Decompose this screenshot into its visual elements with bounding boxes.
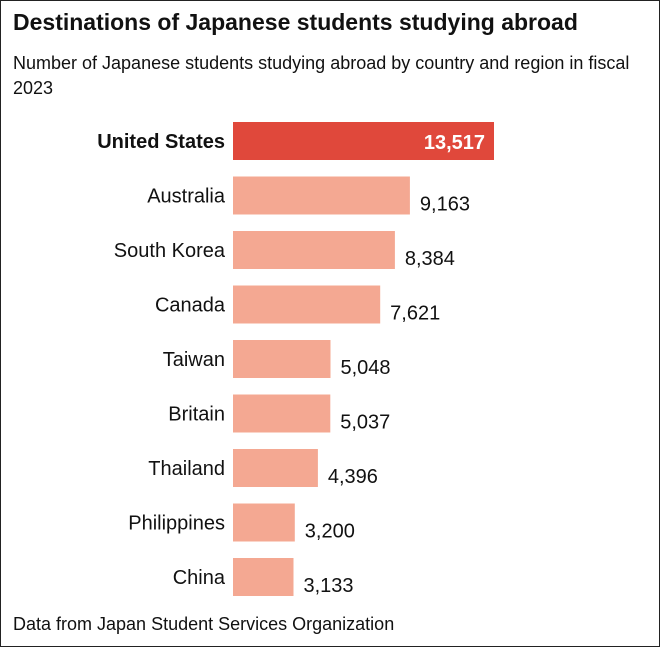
- category-label: Thailand: [148, 458, 225, 480]
- bar-china: [233, 558, 294, 596]
- category-label: Canada: [155, 295, 226, 317]
- bar-britain: [233, 394, 331, 433]
- category-label: Australia: [147, 186, 226, 208]
- bar-australia: [233, 176, 410, 215]
- bar-taiwan: [233, 340, 331, 378]
- category-label: Britain: [168, 404, 225, 426]
- value-label: 4,396: [328, 466, 378, 488]
- value-label: 5,037: [340, 412, 390, 434]
- value-label: 3,200: [305, 521, 355, 543]
- category-label: Taiwan: [163, 349, 225, 371]
- bar-chart: United States 13,517 Australia 9,163 South K…: [97, 122, 494, 597]
- value-label: 9,163: [420, 194, 470, 216]
- bar-south-korea: [233, 231, 395, 269]
- chart-title: Destinations of Japanese students studyi…: [13, 9, 578, 35]
- category-label: United States: [97, 131, 225, 153]
- value-label: 5,048: [340, 357, 390, 379]
- value-label: 13,517: [424, 132, 485, 154]
- chart-subtitle: Number of Japanese students studying abr…: [13, 53, 630, 98]
- bar-thailand: [233, 449, 318, 487]
- value-label: 7,621: [390, 303, 440, 325]
- source-note: Data from Japan Student Services Organiz…: [13, 614, 395, 634]
- bar-philippines: [233, 503, 295, 542]
- value-label: 8,384: [405, 248, 455, 270]
- category-label: South Korea: [114, 240, 226, 262]
- category-label: Philippines: [128, 513, 225, 535]
- bar-canada: [233, 285, 381, 324]
- bar-united-states: [233, 122, 494, 160]
- category-label: China: [173, 567, 226, 589]
- value-label: 3,133: [303, 575, 353, 597]
